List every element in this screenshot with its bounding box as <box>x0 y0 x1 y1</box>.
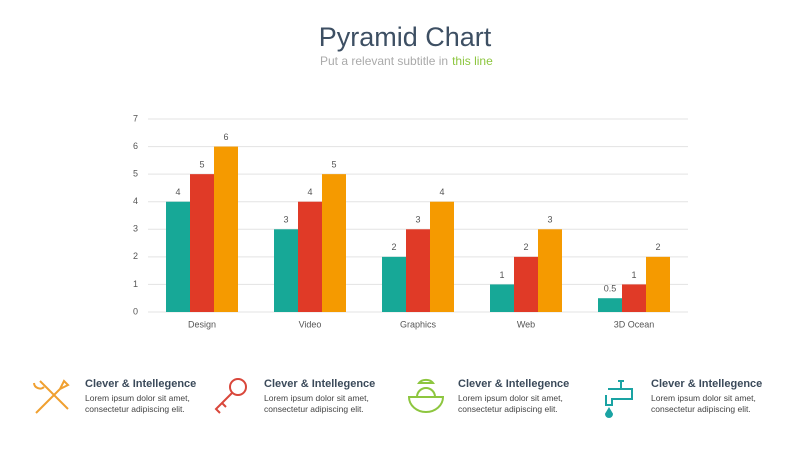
bar <box>274 229 298 312</box>
bar <box>166 201 190 312</box>
y-tick-label: 5 <box>133 169 138 179</box>
feature: Clever & Intellegence Lorem ipsum dolor s… <box>458 378 569 415</box>
data-label: 2 <box>391 242 396 252</box>
y-tick-label: 2 <box>133 251 138 261</box>
bar <box>490 284 514 312</box>
bar <box>430 201 454 312</box>
feature-text: consectetur adipiscing elit. <box>264 404 364 414</box>
x-tick-label: 3D Ocean <box>614 319 655 329</box>
feature: Clever & Intellegence Lorem ipsum dolor s… <box>264 378 375 415</box>
x-tick-label: Graphics <box>400 319 437 329</box>
bar <box>646 256 670 312</box>
x-tick-label: Video <box>299 319 322 329</box>
y-tick-label: 7 <box>133 113 138 123</box>
feature-text: Lorem ipsum dolor sit amet, <box>651 393 756 403</box>
feature-title: Clever & Intellegence <box>651 378 763 390</box>
y-tick-label: 1 <box>133 279 138 289</box>
data-label: 5 <box>331 160 336 170</box>
bar <box>298 201 322 312</box>
data-label: 3 <box>415 215 420 225</box>
feature-text: consectetur adipiscing elit. <box>651 404 751 414</box>
juicer-icon <box>407 378 445 413</box>
bar <box>538 229 562 312</box>
data-label: 1 <box>499 270 504 280</box>
bar <box>622 284 646 312</box>
tools-icon <box>33 379 70 414</box>
y-tick-label: 0 <box>133 306 138 316</box>
chart-title: Pyramid Chart <box>319 22 492 52</box>
bar <box>514 256 538 312</box>
data-label: 5 <box>199 160 204 170</box>
feature: Clever & Intellegence Lorem ipsum dolor s… <box>651 378 762 415</box>
feature-text: consectetur adipiscing elit. <box>458 404 558 414</box>
feature-text: Lorem ipsum dolor sit amet, <box>458 393 563 403</box>
subtitle-highlight: this line <box>452 54 493 68</box>
data-label: 6 <box>223 132 228 142</box>
feature-text: Lorem ipsum dolor sit amet, <box>85 393 190 403</box>
x-tick-label: Design <box>188 319 216 329</box>
bar <box>214 146 238 312</box>
feature-text: Lorem ipsum dolor sit amet, <box>264 393 369 403</box>
data-label: 2 <box>523 242 528 252</box>
data-label: 3 <box>547 215 552 225</box>
bar <box>598 298 622 312</box>
bar <box>190 174 214 312</box>
x-tick-label: Web <box>517 319 535 329</box>
y-tick-label: 6 <box>133 141 138 151</box>
bar <box>322 174 346 312</box>
y-tick-label: 3 <box>133 224 138 234</box>
key-icon <box>214 378 247 414</box>
chart: Pyramid Chart Put a relevant subtitle in… <box>133 22 688 329</box>
bar <box>406 229 430 312</box>
data-label: 3 <box>283 215 288 225</box>
data-label: 4 <box>175 187 180 197</box>
y-tick-label: 4 <box>133 196 138 206</box>
feature-text: consectetur adipiscing elit. <box>85 404 185 414</box>
feature: Clever & Intellegence Lorem ipsum dolor s… <box>85 378 196 415</box>
feature-title: Clever & Intellegence <box>458 378 570 390</box>
subtitle: Put a relevant subtitle in this line <box>320 54 493 68</box>
feature-title: Clever & Intellegence <box>85 378 197 390</box>
data-label: 0.5 <box>604 284 617 294</box>
data-label: 4 <box>439 187 444 197</box>
data-label: 1 <box>631 270 636 280</box>
tap-icon <box>604 380 633 418</box>
feature-title: Clever & Intellegence <box>264 378 376 390</box>
subtitle-text: Put a relevant subtitle in <box>320 54 448 68</box>
data-label: 2 <box>655 242 660 252</box>
data-label: 4 <box>307 187 312 197</box>
bar <box>382 256 406 312</box>
